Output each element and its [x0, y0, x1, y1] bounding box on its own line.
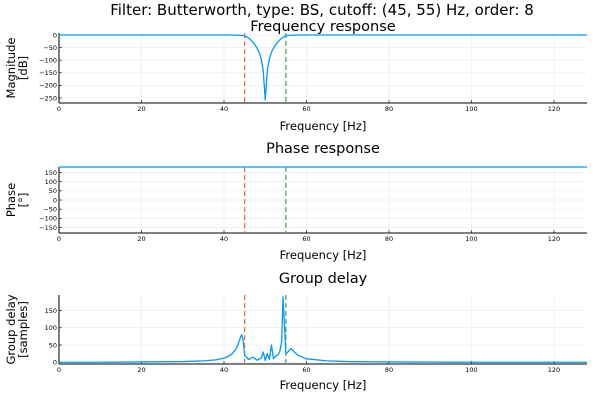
magnitude-series-line: [59, 34, 587, 101]
y-axis-label-line: [samples]: [16, 301, 30, 358]
panel-title: Frequency response: [250, 19, 395, 35]
x-tick-label: 80: [385, 366, 393, 374]
group-delay-panel: 0 20 40 60 80 100 120 0 50 100 150 Group delay Frequ…: [4, 271, 587, 392]
y-tick-label: 50: [49, 341, 57, 349]
figure-title: Filter: Butterworth, type: BS, cutoff: (…: [110, 1, 534, 19]
y-tick-label: 100: [45, 178, 57, 186]
x-tick-label: 0: [57, 235, 61, 243]
x-tick-label: 80: [385, 235, 393, 243]
y-axis-label: Phase[°]: [4, 183, 30, 217]
y-axis-label-line: Phase: [4, 183, 18, 217]
x-tick-label: 40: [220, 366, 228, 374]
y-tick-label: 0: [53, 31, 57, 39]
x-axis-label: Frequency [Hz]: [280, 119, 367, 133]
x-tick-label: 20: [137, 366, 145, 374]
x-tick-label: 40: [220, 235, 228, 243]
y-tick-label: −200: [39, 82, 57, 90]
x-tick-label: 100: [465, 105, 477, 113]
x-tick-label: 120: [548, 366, 560, 374]
y-tick-label: −250: [39, 94, 57, 102]
y-axis-label-line: [dB]: [16, 56, 30, 80]
y-tick-label: −100: [39, 215, 57, 223]
x-tick-label: 20: [137, 105, 145, 113]
y-tick-label: 0: [53, 359, 57, 367]
phase-panel: 0 20 40 60 80 100 120150100500−50−100−150Phase…: [4, 141, 587, 262]
y-tick-label: −100: [39, 56, 57, 64]
x-tick-label: 60: [302, 366, 310, 374]
x-tick-label: 20: [137, 235, 145, 243]
x-tick-label: 0: [57, 366, 61, 374]
y-tick-label: 150: [45, 169, 57, 177]
y-tick-label: 100: [45, 324, 57, 332]
magnitude-panel: 0 20 40 60 80 100 120 0 −50 −100 −150 −200 −250 Frequ…: [4, 19, 587, 133]
group-delay-series-line: [59, 296, 587, 363]
y-tick-label: −150: [39, 69, 57, 77]
x-tick-label: 60: [302, 235, 310, 243]
panel-title: Phase response: [266, 141, 380, 157]
y-tick-label: −150: [39, 224, 57, 232]
x-tick-label: 80: [385, 105, 393, 113]
y-tick-label: 0: [53, 196, 57, 204]
x-axis-label: Frequency [Hz]: [280, 248, 367, 262]
plots-container: 0 20 40 60 80 100 1200−50−100−150−200−250Frequ…: [4, 19, 587, 392]
y-tick-label: −50: [43, 205, 57, 213]
y-axis-label-line: [°]: [16, 193, 30, 208]
y-axis-label: Magnitude[dB]: [4, 38, 30, 99]
x-tick-label: 60: [302, 105, 310, 113]
y-tick-label: 150: [45, 307, 57, 315]
x-tick-label: 0: [57, 105, 61, 113]
y-axis-label-line: Group delay: [4, 294, 18, 364]
y-axis-label-line: Magnitude: [4, 38, 18, 99]
x-tick-label: 100: [465, 366, 477, 374]
x-tick-label: 40: [220, 105, 228, 113]
x-axis-label: Frequency [Hz]: [280, 378, 367, 392]
x-tick-label: 120: [548, 105, 560, 113]
y-tick-label: 50: [49, 187, 57, 195]
panel-title: Group delay: [279, 271, 368, 287]
y-tick-label: −50: [43, 44, 57, 52]
x-tick-label: 120: [548, 235, 560, 243]
x-tick-label: 100: [465, 235, 477, 243]
y-axis-label: Group delay[samples]: [4, 294, 30, 364]
